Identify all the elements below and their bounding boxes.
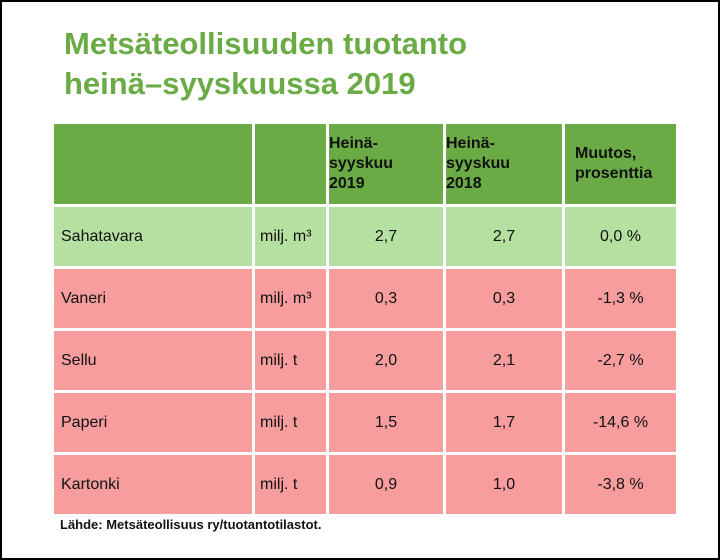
header-2019: Heinä- syyskuu 2019 [329, 124, 446, 204]
change-cell: 0,0 % [565, 204, 676, 266]
table-row: Paperi milj. t 1,5 1,7 -14,6 % [54, 390, 676, 452]
source-note: Lähde: Metsäteollisuus ry/tuotantotilast… [60, 517, 322, 532]
product-cell: Kartonki [54, 452, 255, 514]
title-line-1: Metsäteollisuuden tuotanto [64, 26, 467, 61]
unit-cell: milj. m³ [255, 266, 329, 328]
product-cell: Sellu [54, 328, 255, 390]
value-2019-cell: 2,7 [329, 204, 446, 266]
header-product [54, 124, 255, 204]
product-cell: Vaneri [54, 266, 255, 328]
header-2019-line-1: Heinä- [329, 135, 378, 152]
header-2018-line-2: syyskuu [446, 155, 511, 172]
header-2018: Heinä- syyskuu 2018 [446, 124, 565, 204]
table-row: Kartonki milj. t 0,9 1,0 -3,8 % [54, 452, 676, 514]
table-row: Sellu milj. t 2,0 2,1 -2,7 % [54, 328, 676, 390]
value-2018-cell: 0,3 [446, 266, 565, 328]
unit-cell: milj. t [255, 390, 329, 452]
value-2019-cell: 0,9 [329, 452, 446, 514]
header-change-line-2: prosenttia [575, 165, 653, 182]
header-2019-line-3: 2019 [329, 175, 365, 192]
change-cell: -1,3 % [565, 266, 676, 328]
table-header-row: Heinä- syyskuu 2019 Heinä- syyskuu 2018 … [54, 124, 676, 204]
value-2018-cell: 1,0 [446, 452, 565, 514]
header-unit [255, 124, 329, 204]
value-2019-cell: 1,5 [329, 390, 446, 452]
table-row: Sahatavara milj. m³ 2,7 2,7 0,0 % [54, 204, 676, 266]
header-change-line-1: Muutos, [575, 145, 637, 162]
change-cell: -14,6 % [565, 390, 676, 452]
title-line-2: heinä–syyskuussa 2019 [64, 66, 416, 101]
unit-cell: milj. t [255, 328, 329, 390]
page-title: Metsäteollisuuden tuotanto heinä–syyskuu… [64, 24, 467, 104]
header-change: Muutos, prosenttia [565, 124, 676, 204]
table-row: Vaneri milj. m³ 0,3 0,3 -1,3 % [54, 266, 676, 328]
value-2018-cell: 1,7 [446, 390, 565, 452]
header-2019-line-2: syyskuu [329, 155, 394, 172]
header-2018-line-3: 2018 [446, 175, 482, 192]
change-cell: -3,8 % [565, 452, 676, 514]
header-2018-line-1: Heinä- [446, 135, 495, 152]
table-body: Sahatavara milj. m³ 2,7 2,7 0,0 % Vaneri milj.… [54, 204, 676, 514]
product-cell: Paperi [54, 390, 255, 452]
product-cell: Sahatavara [54, 204, 255, 266]
change-cell: -2,7 % [565, 328, 676, 390]
value-2018-cell: 2,1 [446, 328, 565, 390]
production-table: Heinä- syyskuu 2019 Heinä- syyskuu 2018 … [54, 124, 676, 514]
unit-cell: milj. t [255, 452, 329, 514]
value-2019-cell: 0,3 [329, 266, 446, 328]
value-2018-cell: 2,7 [446, 204, 565, 266]
unit-cell: milj. m³ [255, 204, 329, 266]
value-2019-cell: 2,0 [329, 328, 446, 390]
